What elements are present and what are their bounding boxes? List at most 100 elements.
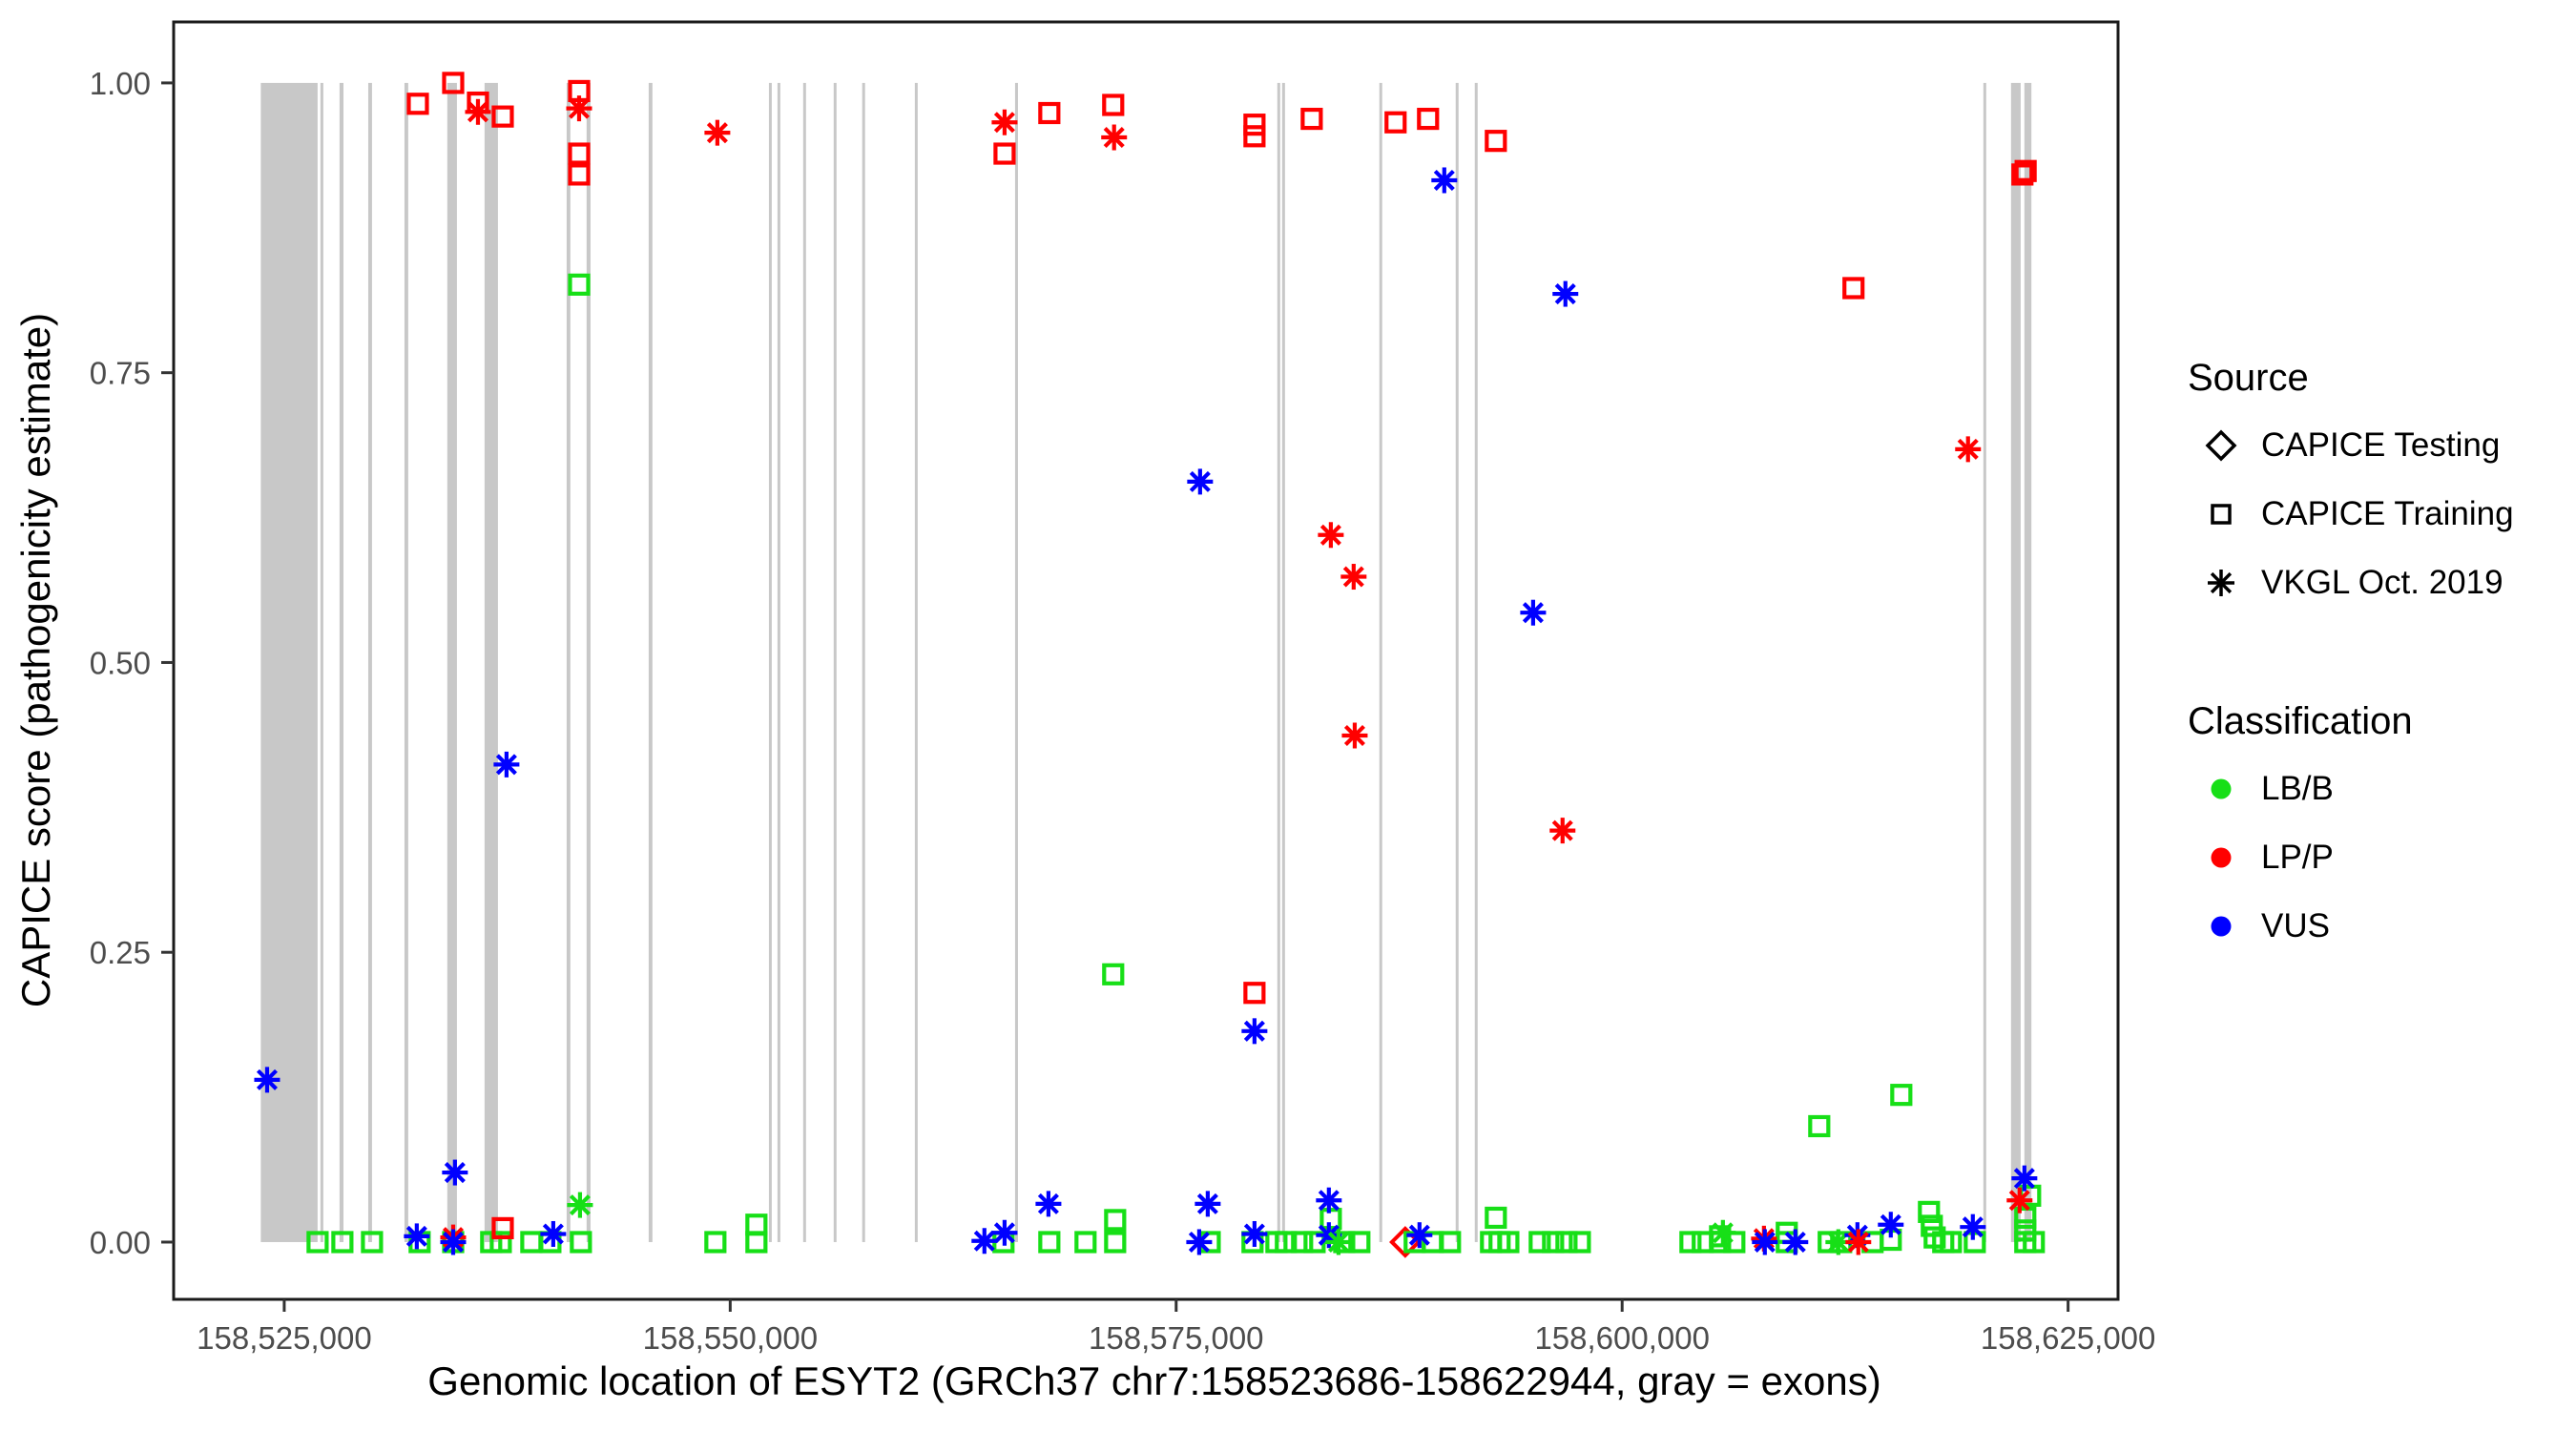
data-point-square xyxy=(1243,982,1266,1005)
legend-item-lpp: LP/P xyxy=(2200,835,2334,881)
asterisk-marker-icon xyxy=(2208,570,2234,596)
data-point-square xyxy=(2011,163,2034,186)
data-point-asterisk xyxy=(1316,1187,1342,1213)
y-tick-label: 0.25 xyxy=(90,935,151,970)
exon-band xyxy=(404,82,408,1242)
data-point-square xyxy=(993,142,1016,165)
legend-item-label: CAPICE Training xyxy=(2261,495,2514,532)
data-point-asterisk xyxy=(1325,1229,1352,1255)
legend-item-label: VKGL Oct. 2019 xyxy=(2261,564,2503,601)
data-point-asterisk xyxy=(493,751,520,778)
data-point-square xyxy=(1104,1209,1127,1232)
data-point-square xyxy=(1528,1231,1551,1254)
legend-item-vkgl: VKGL Oct. 2019 xyxy=(2200,560,2503,606)
data-point-asterisk xyxy=(1340,564,1367,591)
exon-band xyxy=(1014,82,1018,1242)
green-dot-icon xyxy=(2211,778,2232,799)
exon-band xyxy=(648,82,653,1242)
exon-band xyxy=(2024,82,2032,1242)
exon-band xyxy=(2010,82,2021,1242)
data-point-square xyxy=(1679,1231,1702,1254)
legend-source-title: Source xyxy=(2188,357,2309,399)
diamond-marker-icon xyxy=(2205,429,2237,462)
exon-band xyxy=(566,82,571,1242)
data-point-asterisk xyxy=(404,1223,430,1250)
square-marker-icon xyxy=(2211,504,2232,525)
data-point-square xyxy=(1300,107,1323,131)
exon-band xyxy=(447,82,457,1242)
data-point-asterisk xyxy=(1431,167,1458,194)
red-dot-icon xyxy=(2211,847,2232,868)
exon-band xyxy=(1281,82,1285,1242)
data-point-asterisk xyxy=(1878,1212,1904,1238)
data-point-asterisk xyxy=(1955,436,1982,463)
legend-item-label: LP/P xyxy=(2261,839,2334,876)
legend-item-label: LB/B xyxy=(2261,770,2334,807)
data-point-asterisk xyxy=(1341,722,1368,749)
data-point-square xyxy=(1940,1231,1963,1254)
data-point-square xyxy=(331,1231,354,1254)
data-point-asterisk xyxy=(1241,1220,1268,1247)
data-point-square xyxy=(704,1231,727,1254)
data-point-asterisk xyxy=(704,119,731,146)
data-point-square xyxy=(520,1231,543,1254)
exon-band xyxy=(484,82,498,1242)
data-point-square xyxy=(491,1216,514,1239)
exon-band xyxy=(1983,82,1986,1242)
legend-item-vus: VUS xyxy=(2200,903,2330,949)
data-point-square xyxy=(1384,111,1407,134)
data-point-asterisk xyxy=(1552,280,1579,307)
data-point-asterisk xyxy=(566,95,592,122)
data-point-square xyxy=(1102,963,1125,985)
x-tick-label: 158,525,000 xyxy=(197,1320,372,1356)
legend-item-label: CAPICE Testing xyxy=(2261,426,2501,464)
data-point-asterisk xyxy=(2011,1165,2038,1192)
data-point-square xyxy=(568,163,591,186)
legend-item-capice-training: CAPICE Training xyxy=(2200,491,2514,537)
data-point-square xyxy=(1542,1231,1565,1254)
data-point-asterisk xyxy=(254,1067,280,1093)
data-point-asterisk xyxy=(991,109,1018,135)
data-point-asterisk xyxy=(1318,522,1344,549)
data-point-square xyxy=(1890,1084,1913,1107)
y-tick-label: 0.50 xyxy=(90,645,151,680)
data-point-square xyxy=(1808,1114,1831,1138)
exon-band xyxy=(768,82,772,1242)
data-point-square xyxy=(1921,1214,1943,1237)
exon-band xyxy=(1474,82,1478,1242)
data-point-square xyxy=(406,93,429,115)
exon-band xyxy=(320,82,323,1242)
data-point-square xyxy=(1485,130,1507,153)
y-tick-label: 1.00 xyxy=(90,66,151,101)
data-point-square xyxy=(306,1231,329,1254)
data-point-asterisk xyxy=(1710,1219,1736,1246)
exon-band xyxy=(914,82,918,1242)
legend-item-capice-testing: CAPICE Testing xyxy=(2200,423,2500,468)
data-point-square xyxy=(1842,277,1865,300)
data-point-square xyxy=(2023,1231,2046,1254)
data-point-asterisk xyxy=(465,98,491,125)
data-point-square xyxy=(491,105,514,128)
data-point-square xyxy=(1243,125,1266,148)
x-tick-label: 158,550,000 xyxy=(643,1320,819,1356)
legend-item-label: VUS xyxy=(2261,907,2330,944)
data-point-asterisk xyxy=(1752,1229,1778,1255)
data-point-square xyxy=(1568,1231,1591,1254)
panel-border xyxy=(172,20,2120,1301)
exon-band xyxy=(862,82,865,1242)
data-point-asterisk xyxy=(1101,124,1128,151)
x-tick-label: 158,575,000 xyxy=(1089,1320,1264,1356)
data-point-asterisk xyxy=(1186,1229,1213,1255)
data-point-square xyxy=(1497,1231,1520,1254)
data-point-square xyxy=(1104,1231,1127,1254)
exon-band xyxy=(367,82,372,1242)
data-point-square xyxy=(1243,114,1266,136)
x-tick-label: 158,625,000 xyxy=(1981,1320,2156,1356)
exon-band xyxy=(1379,82,1382,1242)
data-point-square xyxy=(1038,101,1061,125)
data-point-asterisk xyxy=(540,1220,567,1247)
data-point-asterisk xyxy=(1549,818,1576,844)
data-point-square xyxy=(1038,1231,1061,1254)
